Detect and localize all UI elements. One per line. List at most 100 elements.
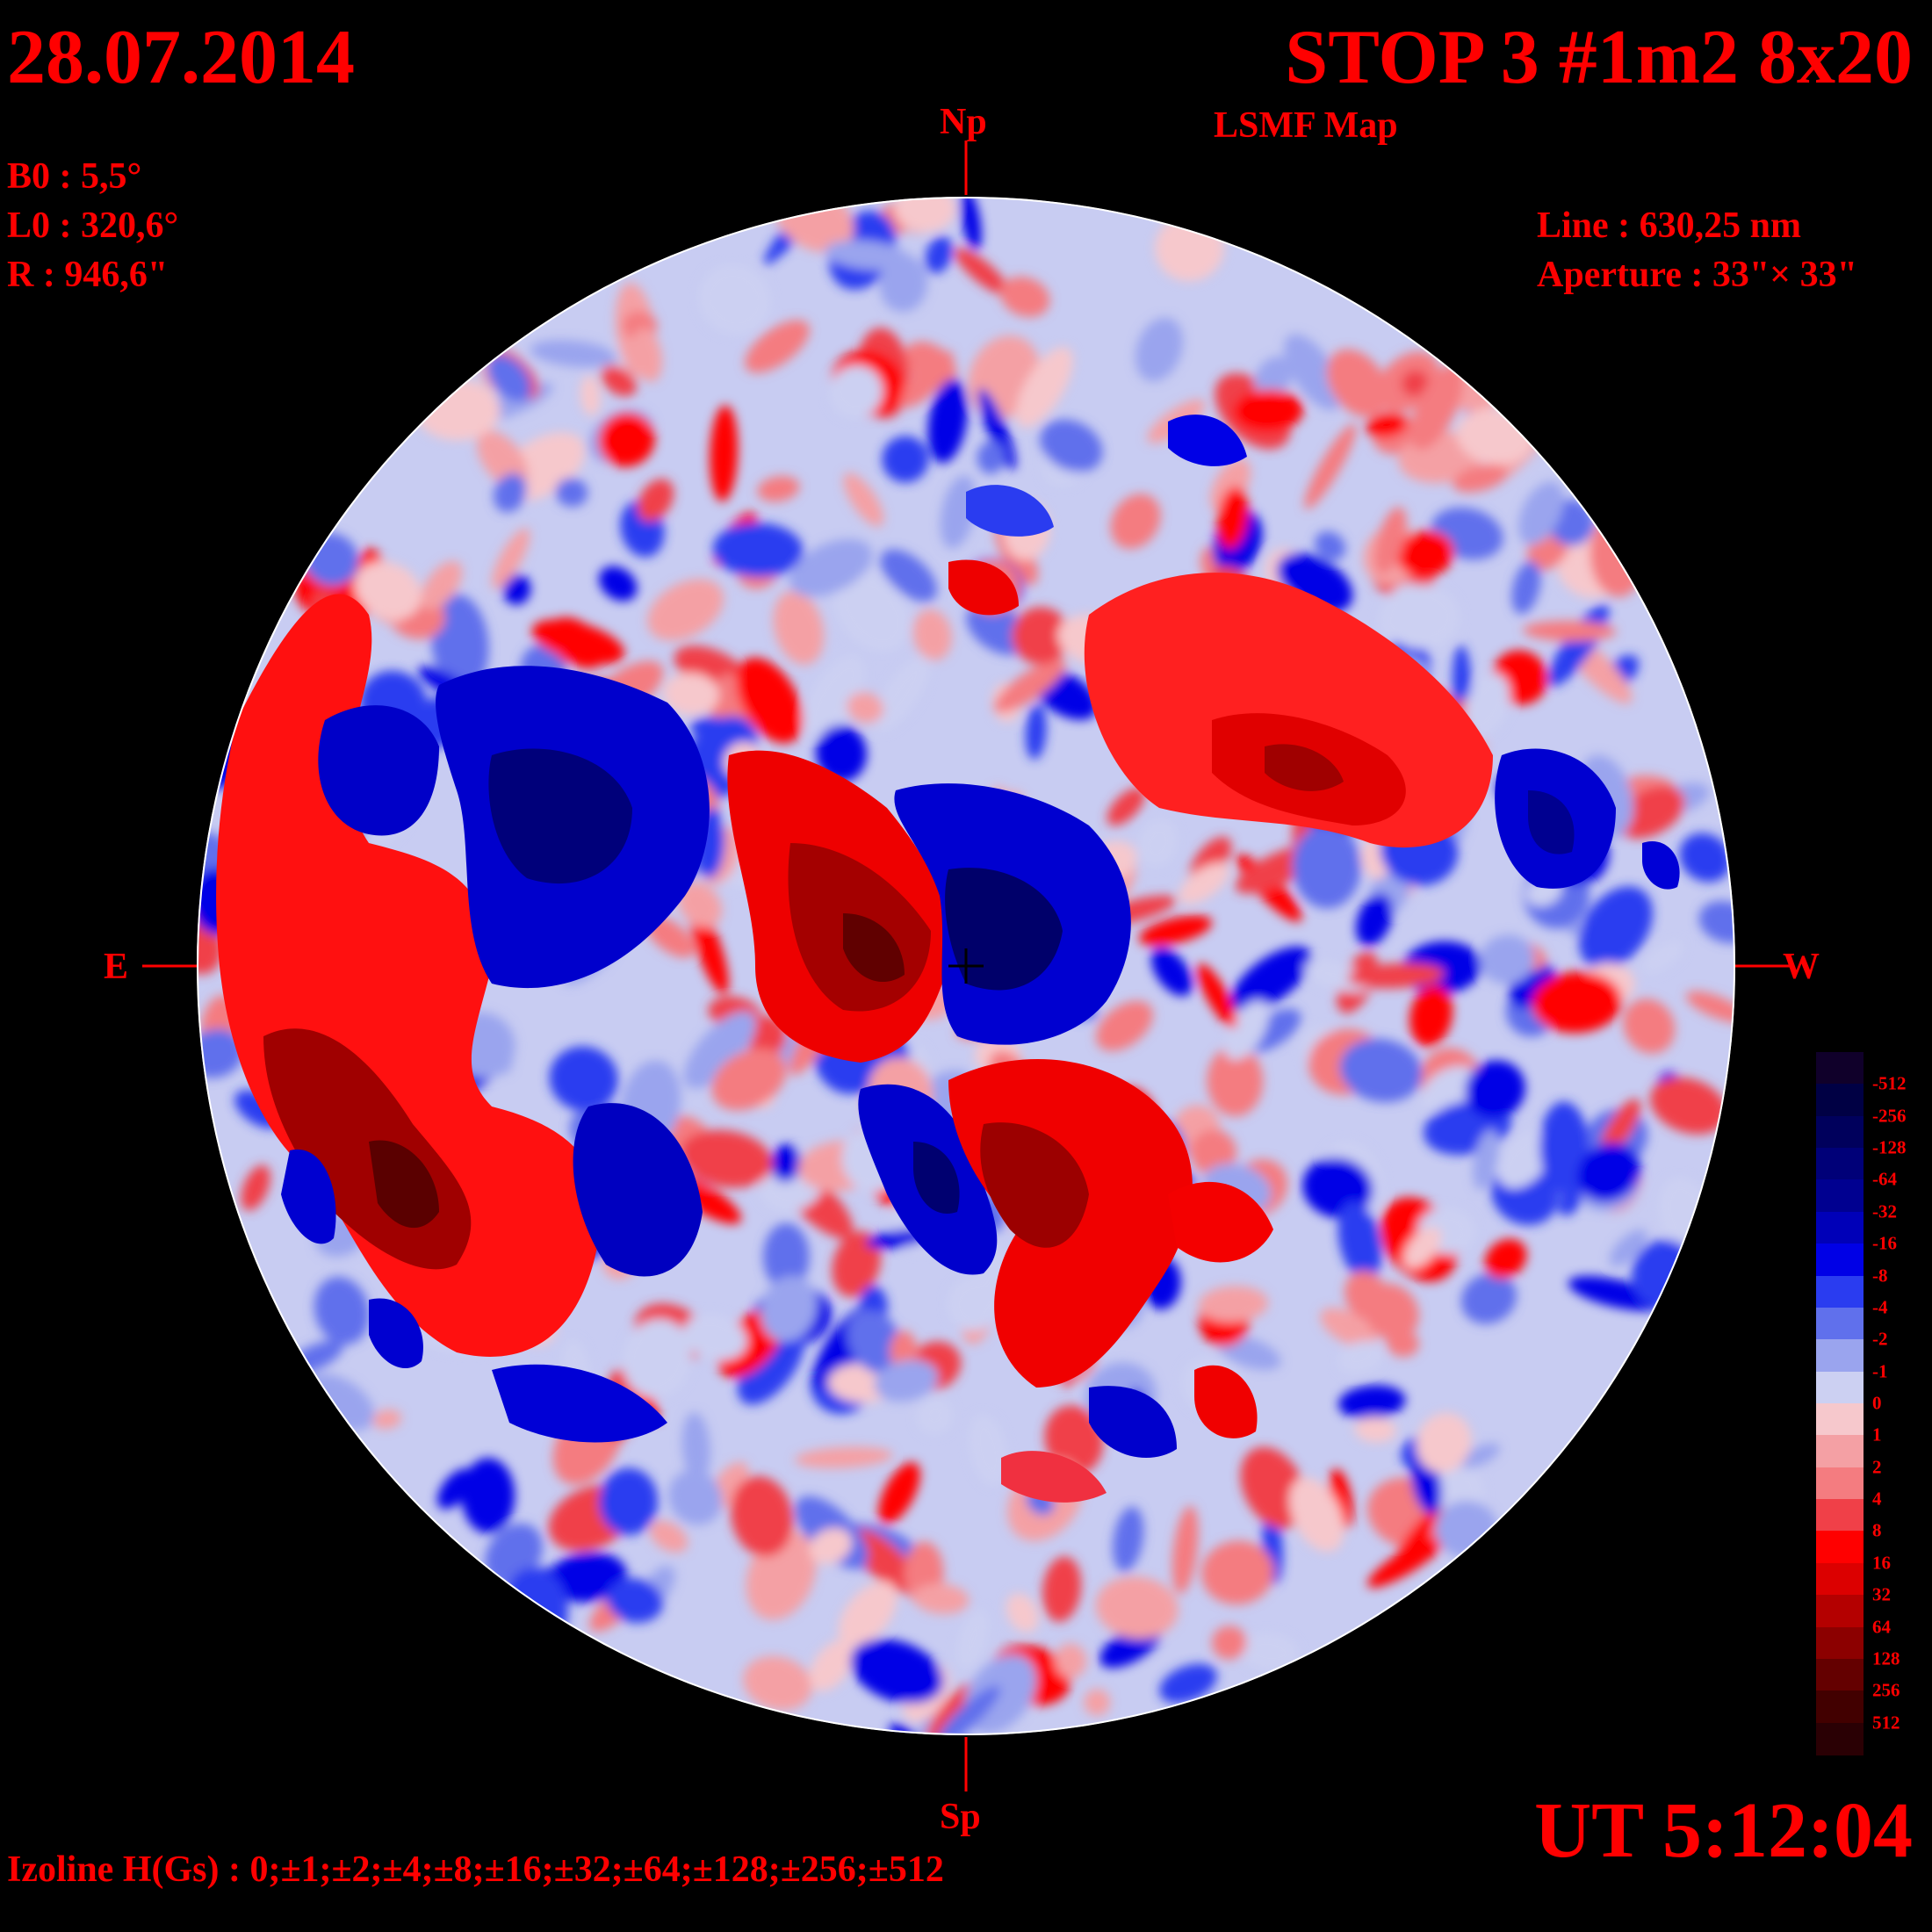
field-blob (789, 538, 873, 597)
scale-label: -256 (1872, 1105, 1907, 1127)
scale-label: 0 (1872, 1392, 1882, 1414)
field-blob (947, 1277, 999, 1331)
large-scale-field-regions (216, 415, 1680, 1503)
field-blob (977, 441, 1006, 474)
field-blob (809, 1527, 853, 1565)
field-blob (1042, 1556, 1082, 1622)
scale-segment (1816, 1244, 1864, 1277)
scale-segment (1816, 1690, 1864, 1724)
field-blob (1396, 530, 1454, 578)
field-blob (1135, 317, 1183, 382)
field-blob (1394, 1506, 1442, 1566)
field-blob (491, 528, 530, 589)
field-blob (606, 1578, 664, 1623)
field-blob (816, 724, 867, 782)
field-blob (1410, 364, 1464, 451)
field-blob (1289, 1477, 1344, 1552)
field-blob (1230, 946, 1312, 1013)
field-blob (241, 1164, 270, 1211)
field-blob (761, 1275, 818, 1342)
field-blob (825, 240, 910, 270)
field-blob (954, 248, 1009, 296)
field-blob (1339, 1038, 1423, 1103)
field-blob (745, 320, 810, 373)
field-blob (1055, 1643, 1087, 1678)
field-blob (1211, 1626, 1247, 1660)
field-blob (969, 1414, 1008, 1486)
map-title: STOP 3 #1m2 8x20 (1285, 15, 1913, 100)
field-blob (637, 479, 674, 522)
field-blob (1337, 1200, 1382, 1281)
field-blob (1416, 1412, 1472, 1473)
field-blob (1421, 1066, 1480, 1113)
south-pole-label: Sp (940, 1797, 981, 1837)
scale-segment (1816, 1626, 1864, 1660)
field-blob (850, 1639, 944, 1704)
field-blob (601, 364, 638, 397)
field-blob (809, 1640, 854, 1691)
east-label: E (104, 947, 129, 987)
field-blob (1344, 1270, 1388, 1321)
field-blob (849, 1528, 919, 1594)
scale-label: 4 (1872, 1488, 1882, 1510)
field-blob (1465, 1060, 1525, 1119)
scale-label: 1 (1872, 1424, 1882, 1445)
field-blob (1216, 487, 1249, 550)
field-blob (678, 882, 723, 928)
field-blob (1107, 787, 1145, 826)
field-blob (843, 472, 884, 527)
field-blob (421, 560, 463, 610)
field-blob (647, 579, 724, 641)
field-blob (1240, 1446, 1307, 1529)
field-blob (698, 264, 771, 335)
scale-label: -2 (1872, 1328, 1888, 1350)
field-blob (873, 656, 930, 732)
map-subtitle: LSMF Map (1214, 105, 1398, 146)
field-blob (1315, 531, 1346, 561)
field-blob (1577, 1143, 1641, 1203)
field-blob (549, 1046, 618, 1112)
field-blob (916, 1397, 954, 1435)
field-blob (431, 594, 489, 692)
field-blob (631, 328, 663, 382)
field-blob (1015, 347, 1073, 428)
field-blob (743, 1655, 812, 1711)
field-blob (1453, 464, 1508, 493)
field-blob (1198, 1286, 1268, 1323)
field-blob (1539, 1101, 1590, 1195)
west-label: W (1783, 947, 1820, 987)
field-blob (912, 609, 952, 660)
field-blob (1304, 423, 1357, 509)
field-blob (1511, 560, 1541, 615)
scale-label: 256 (1872, 1679, 1900, 1701)
field-blob (1025, 703, 1047, 760)
field-blob (598, 412, 655, 467)
field-blob (770, 1144, 802, 1183)
field-blob (668, 1470, 723, 1525)
field-blob (1650, 1077, 1727, 1135)
field-blob (912, 1583, 970, 1614)
field-blob (894, 197, 956, 233)
field-blob (1578, 886, 1653, 970)
field-blob (1113, 1506, 1144, 1572)
l0-param: L0 : 320,6° (7, 205, 179, 246)
field-blob (936, 1685, 1001, 1735)
scale-segment (1816, 1658, 1864, 1691)
field-blob (1642, 941, 1683, 974)
field-blob (1179, 862, 1229, 905)
field-blob (1497, 1130, 1552, 1189)
field-blob (1568, 1276, 1664, 1311)
field-blob (1254, 356, 1293, 399)
scale-label: -1 (1872, 1360, 1888, 1382)
field-blob (1207, 1046, 1264, 1117)
field-blob (1383, 585, 1460, 650)
scale-segment (1816, 1595, 1864, 1628)
field-blob (1084, 1689, 1111, 1716)
field-blob (1356, 893, 1393, 947)
field-blob (977, 387, 1016, 470)
field-blob (1159, 1663, 1217, 1704)
field-blob (314, 1276, 370, 1345)
scale-segment (1816, 1052, 1864, 1085)
field-blob (461, 1458, 515, 1534)
